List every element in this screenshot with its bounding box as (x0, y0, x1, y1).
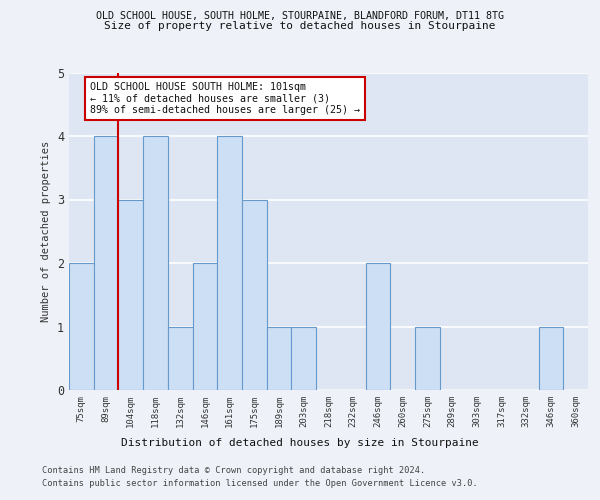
Text: OLD SCHOOL HOUSE, SOUTH HOLME, STOURPAINE, BLANDFORD FORUM, DT11 8TG: OLD SCHOOL HOUSE, SOUTH HOLME, STOURPAIN… (96, 11, 504, 21)
Bar (168, 326, 193, 390)
Text: Distribution of detached houses by size in Stourpaine: Distribution of detached houses by size … (121, 438, 479, 448)
Y-axis label: Number of detached properties: Number of detached properties (41, 140, 52, 322)
Bar (217, 136, 242, 390)
Text: Contains public sector information licensed under the Open Government Licence v3: Contains public sector information licen… (42, 479, 478, 488)
Bar (94, 136, 118, 390)
Text: Size of property relative to detached houses in Stourpaine: Size of property relative to detached ho… (104, 21, 496, 31)
Bar (292, 326, 316, 390)
Text: OLD SCHOOL HOUSE SOUTH HOLME: 101sqm
← 11% of detached houses are smaller (3)
89: OLD SCHOOL HOUSE SOUTH HOLME: 101sqm ← 1… (90, 82, 360, 115)
Bar (143, 136, 168, 390)
Text: Contains HM Land Registry data © Crown copyright and database right 2024.: Contains HM Land Registry data © Crown c… (42, 466, 425, 475)
Bar (193, 263, 217, 390)
Bar (365, 263, 390, 390)
Bar (242, 200, 267, 390)
Bar (69, 263, 94, 390)
Bar (118, 200, 143, 390)
Bar (415, 326, 440, 390)
Bar (267, 326, 292, 390)
Bar (539, 326, 563, 390)
